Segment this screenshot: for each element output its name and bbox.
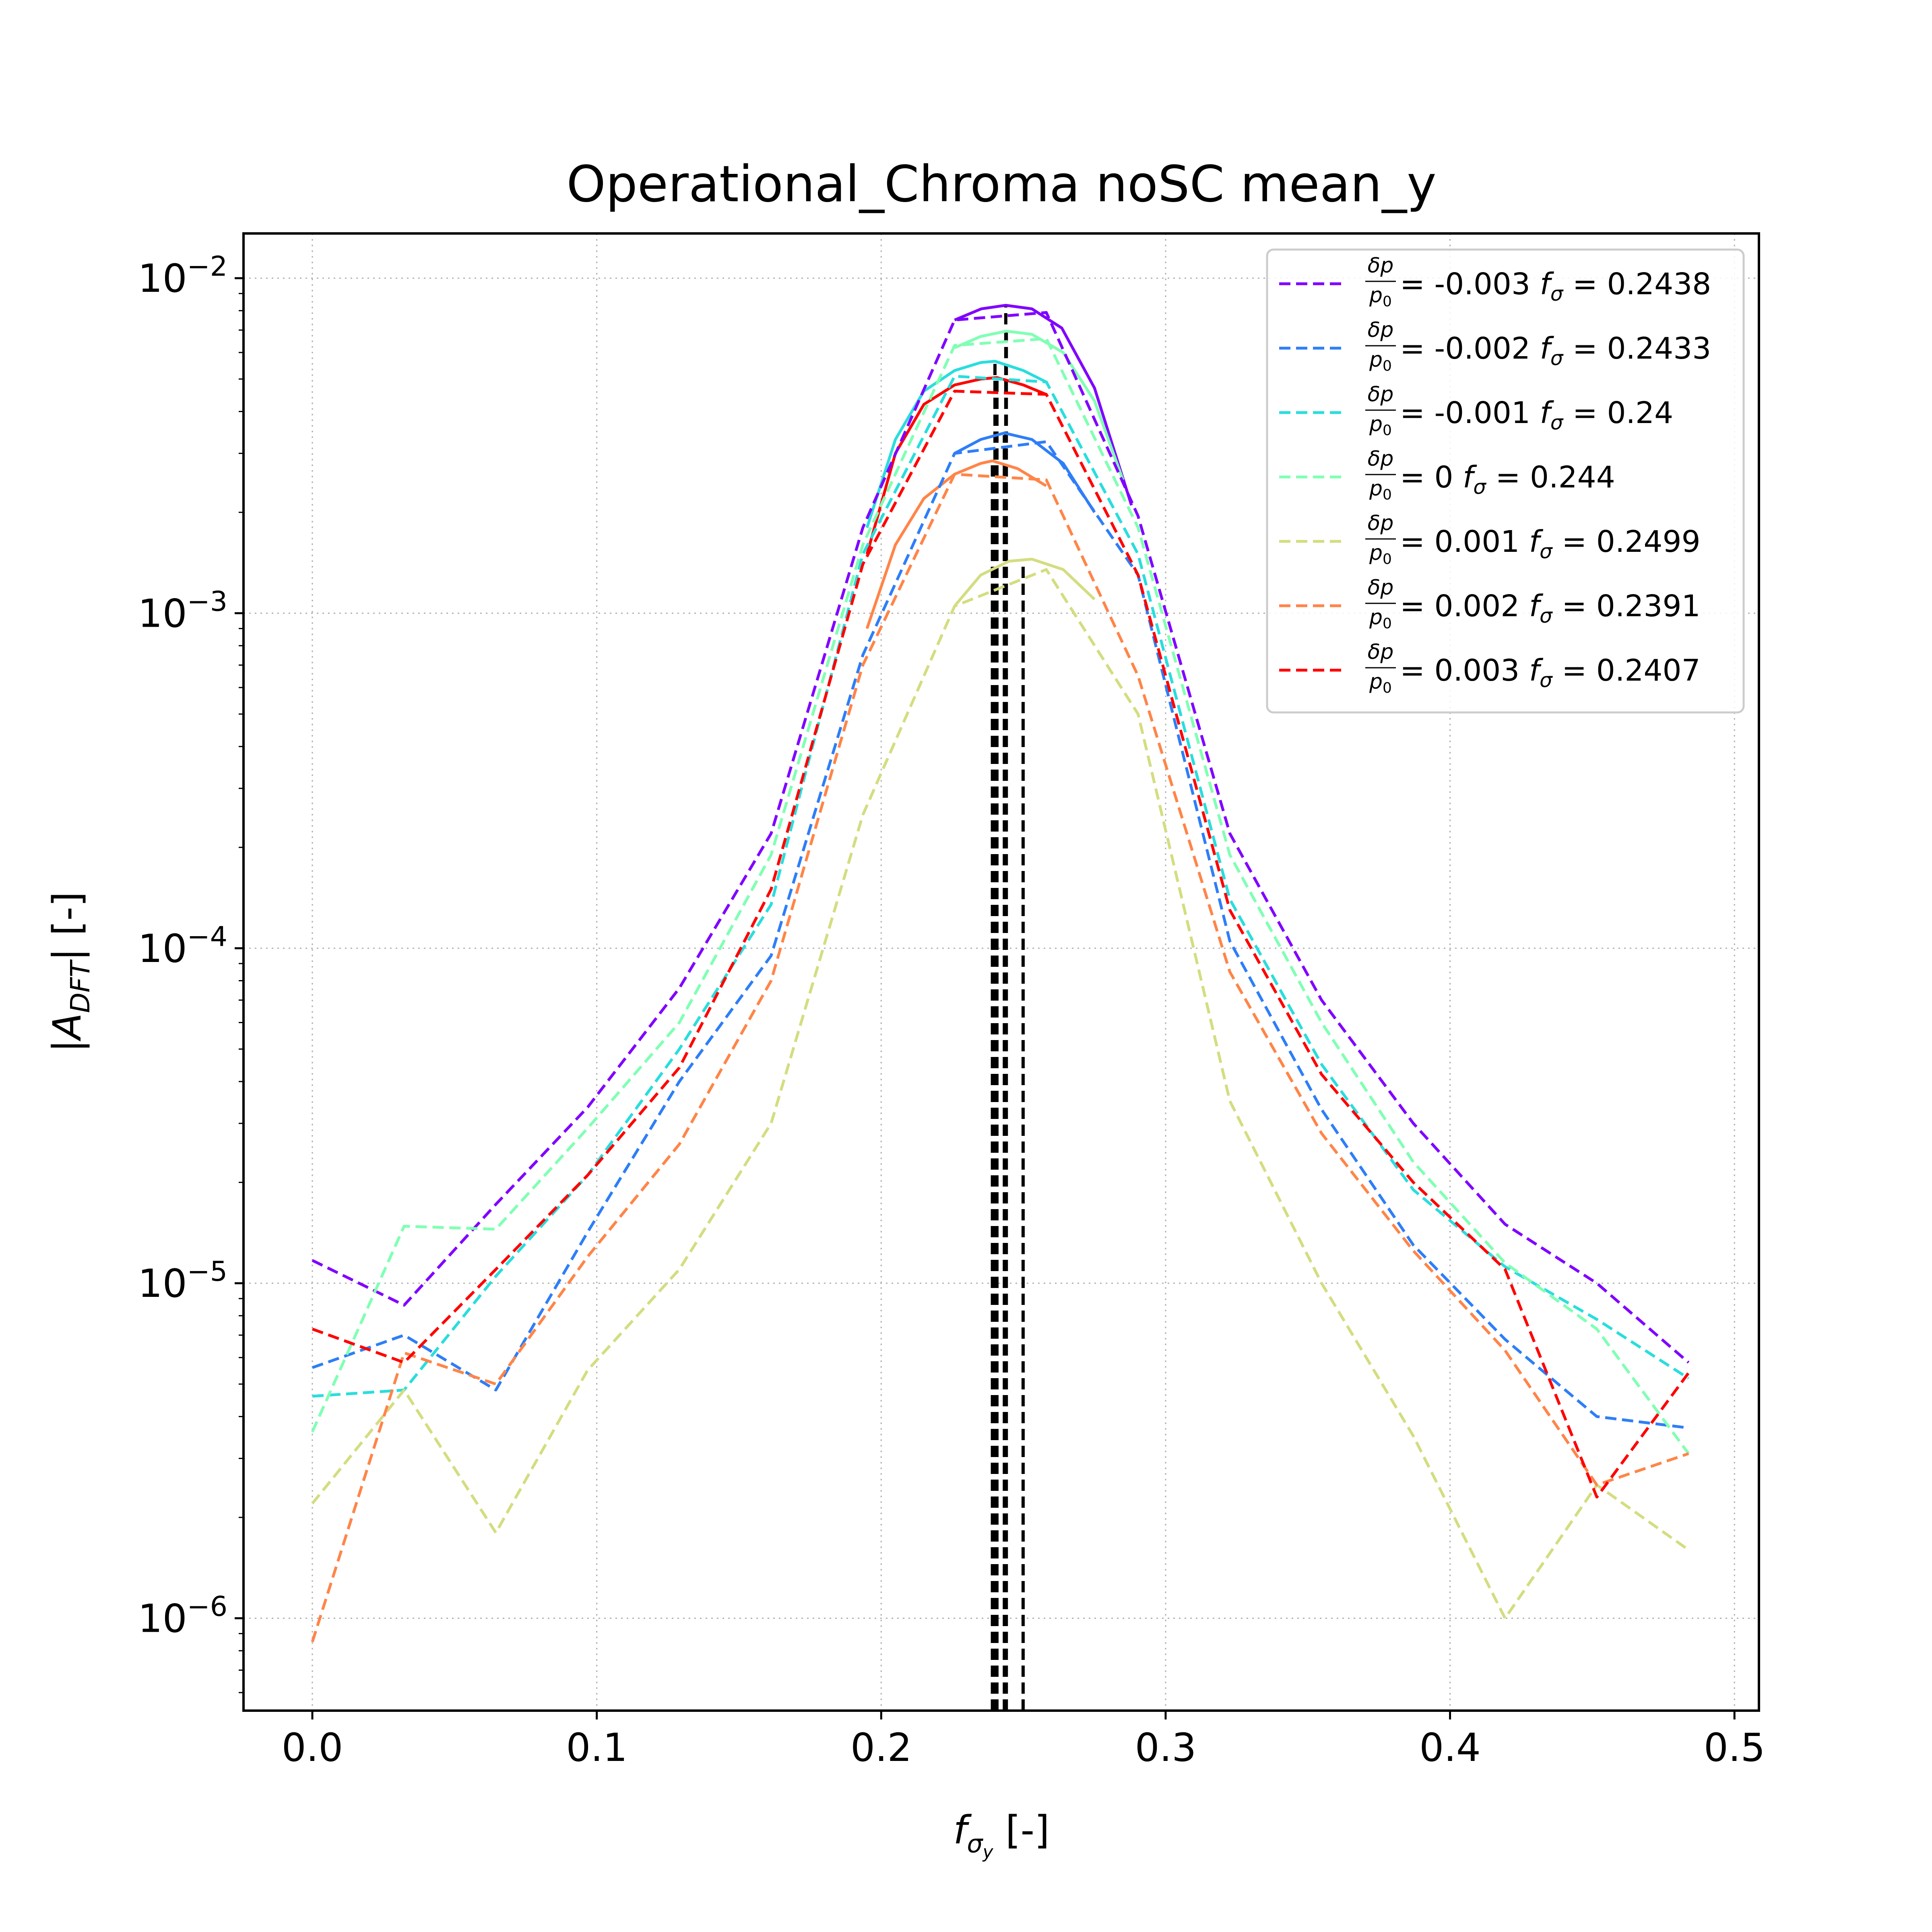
series-peak-fit [954,304,1133,506]
tune-markers [991,305,1025,1711]
series-lines [311,304,1690,1643]
legend-box [1266,248,1745,714]
legend-label: = 0.003 fσ = 0.2407 [1400,653,1701,692]
series-line [312,440,1689,1430]
y-tick-label: 10−6 [138,1591,227,1641]
legend-fraction-numerator: δp [1368,318,1394,342]
legend-label: = -0.002 fσ = 0.2433 [1400,331,1711,370]
series-peak-fit [954,330,1125,481]
legend-fraction-numerator: δp [1368,640,1394,664]
legend-label: = 0.001 fσ = 0.2499 [1400,524,1701,563]
legend-fraction-numerator: δp [1368,576,1394,600]
legend-fraction-numerator: δp [1368,382,1394,407]
series-peak-fit [865,459,1047,629]
y-tick-label: 10−3 [138,586,227,636]
series-peak-fit [865,360,1047,528]
y-axis-ticks: 10−6 10−5 10−4 10−3 10−2 [138,251,244,1693]
x-tick-label: 0.3 [1135,1725,1197,1770]
plot-frame [242,232,1760,1712]
x-tick-label: 0.2 [850,1725,912,1770]
legend-fraction-numerator: δp [1368,254,1394,278]
x-tick-label: 0.4 [1419,1725,1481,1770]
legend-label: = 0.002 fσ = 0.2391 [1400,589,1701,627]
y-tick-label: 10−2 [138,251,227,301]
y-tick-label: 10−5 [138,1256,227,1306]
series-line [312,375,1690,1398]
legend-label: = 0 fσ = 0.244 [1400,460,1615,499]
legend-fraction-numerator: δp [1368,511,1394,535]
series-peak-fit [954,431,1096,513]
series-peak-fit [953,557,1096,607]
series-line [311,473,1689,1643]
x-tick-label: 0.1 [566,1725,627,1770]
legend-label: = -0.001 fσ = 0.24 [1400,396,1673,434]
series-peak-fit [865,376,1047,555]
y-axis-label: |ADFT| [-] [45,892,96,1053]
legend-label: = -0.003 fσ = 0.2438 [1400,267,1711,305]
legend-fraction-numerator: δp [1368,447,1394,471]
x-tick-label: 0.5 [1704,1725,1765,1770]
x-axis-ticks: 0.0 0.1 0.2 0.3 0.4 0.5 [282,1711,1765,1770]
series-line [312,311,1690,1364]
series-line [312,390,1690,1499]
chart-title: Operational_Chroma noSC mean_y [566,155,1436,213]
series-line [311,568,1690,1620]
y-tick-label: 10−4 [138,921,227,971]
x-tick-label: 0.0 [282,1725,343,1770]
series-line [311,337,1690,1455]
x-axis-label: fσy [-] [953,1808,1049,1862]
